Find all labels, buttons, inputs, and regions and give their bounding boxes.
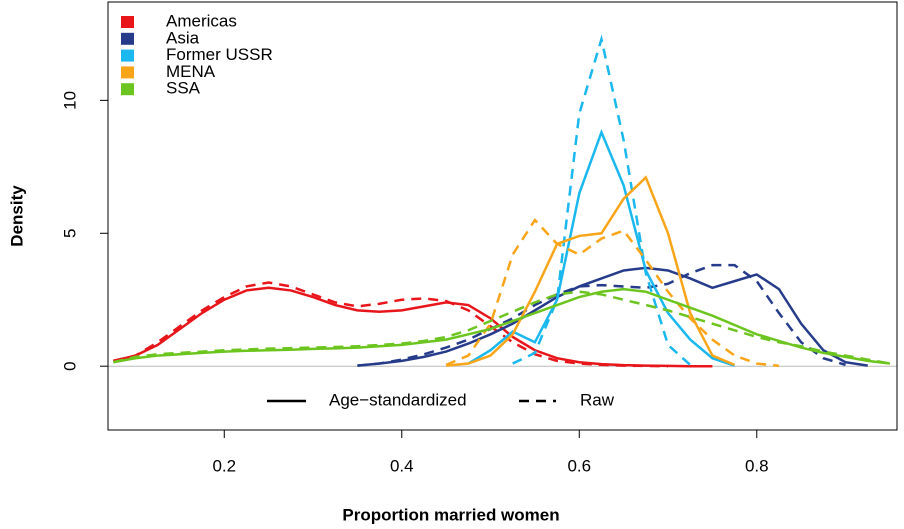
density-line [357, 263, 846, 367]
legend-swatch [121, 16, 134, 28]
density-line [113, 290, 891, 365]
y-tick-label: 10 [60, 91, 79, 110]
y-tick-label: 0 [60, 361, 79, 370]
density-line [467, 128, 735, 367]
y-tick-label: 5 [60, 229, 79, 238]
density-line [512, 34, 692, 366]
x-tick-label: 0.4 [390, 456, 414, 475]
legend-label: MENA [166, 62, 216, 81]
x-tick-label: 0.8 [745, 456, 769, 475]
linetype-label: Raw [580, 390, 615, 409]
legend-swatch [121, 32, 134, 45]
legend-swatch [121, 83, 134, 96]
plot-area [108, 34, 897, 368]
legend-swatch [121, 49, 134, 62]
legend-swatch [121, 66, 134, 79]
y-axis-label: Density [7, 185, 26, 247]
legend-label: Former USSR [166, 45, 273, 64]
density-line [113, 286, 713, 368]
legend-label: Americas [166, 11, 237, 30]
density-line [446, 175, 736, 367]
density-line [357, 266, 868, 367]
linetype-label: Age−standardized [329, 390, 467, 409]
density-line [113, 281, 669, 368]
x-tick-label: 0.2 [212, 456, 236, 475]
x-axis-label: Proportion married women [342, 505, 559, 524]
legend-label: SSA [166, 79, 201, 98]
legend-label: Asia [166, 28, 200, 47]
x-tick-label: 0.6 [567, 456, 591, 475]
density-line [445, 217, 780, 368]
plot-frame [107, 1, 898, 431]
density-line [113, 287, 891, 365]
